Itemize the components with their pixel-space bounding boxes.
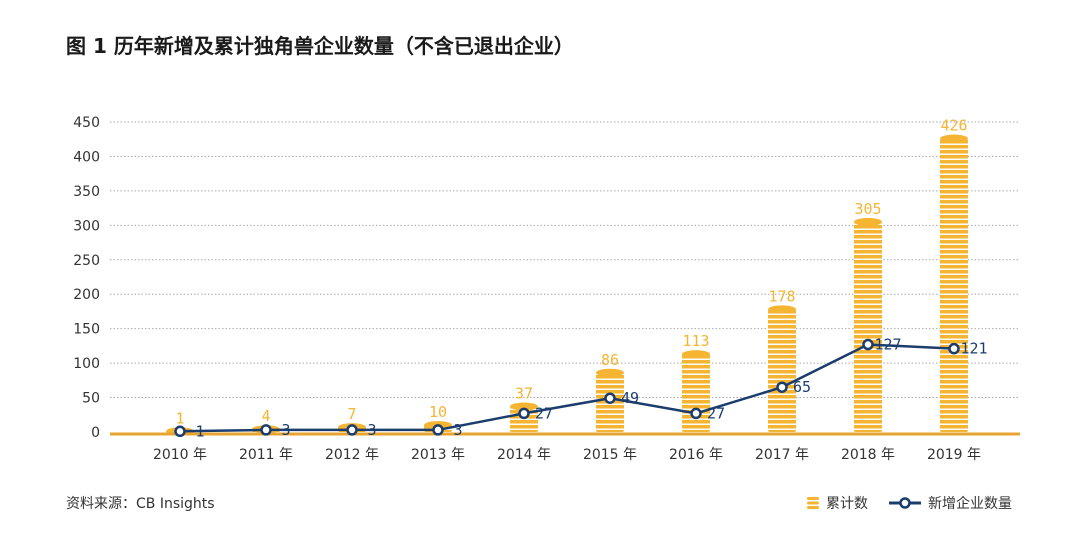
bar-value-label: 10 [429, 403, 447, 421]
x-tick-label: 2013 年 [411, 447, 465, 463]
bar [768, 309, 796, 432]
y-tick-label: 200 [73, 287, 100, 303]
y-tick-label: 150 [73, 322, 100, 338]
line-value-label: 3 [281, 421, 290, 439]
line-series [174, 338, 960, 438]
bar-value-label: 113 [682, 332, 709, 350]
y-tick-label: 250 [73, 253, 100, 269]
bar-value-label: 1 [175, 409, 184, 427]
bar-value-label: 7 [347, 405, 356, 423]
x-tick-label: 2011 年 [239, 447, 293, 463]
x-tick-label: 2019 年 [927, 447, 981, 463]
line-point [260, 424, 272, 436]
x-tick-label: 2010 年 [153, 447, 207, 463]
y-axis-ticks: 0 50 100 150 200 250 300 350 400 450 [73, 115, 100, 441]
line-value-label: 127 [874, 336, 901, 354]
grid-lines [110, 121, 1020, 399]
x-tick-label: 2018 年 [841, 447, 895, 463]
bar [940, 138, 968, 433]
y-tick-label: 400 [73, 149, 100, 165]
x-tick-label: 2017 年 [755, 447, 809, 463]
bar [854, 221, 882, 432]
line-value-label: 3 [367, 421, 376, 439]
x-tick-label: 2015 年 [583, 447, 637, 463]
line-value-label: 65 [793, 378, 811, 396]
line-value-label: 49 [621, 389, 639, 407]
line-path [179, 343, 955, 433]
line-value-label: 27 [535, 404, 553, 422]
bar-value-label: 426 [940, 117, 967, 135]
line-value-label: 27 [707, 404, 725, 422]
y-tick-label: 0 [91, 425, 100, 441]
coin-stack-icon [807, 497, 819, 509]
bar-value-label: 4 [261, 407, 270, 425]
y-tick-label: 450 [73, 115, 100, 131]
line-point [776, 381, 788, 393]
bars [166, 134, 968, 436]
bar-value-label: 86 [601, 351, 619, 369]
line-point [432, 424, 444, 436]
legend-label-line: 新增企业数量 [928, 496, 1012, 512]
legend-item-line: 新增企业数量 [888, 493, 1012, 513]
legend: 累计数 新增企业数量 [806, 493, 1012, 513]
data-labels: 1 4 7 10 37 86 113 178 305 426 1 3 3 3 27 49 27 65 127 121 [175, 117, 987, 441]
line-value-label: 121 [960, 340, 987, 358]
bar-value-label: 37 [515, 385, 533, 403]
line-point [518, 407, 530, 420]
bar-cap [854, 217, 882, 226]
line-point [862, 338, 874, 351]
line-point [346, 424, 358, 436]
line-point [948, 342, 960, 355]
line-point [604, 392, 616, 404]
bar [682, 354, 710, 432]
bar-cap [510, 402, 538, 411]
bar-cap [682, 350, 710, 359]
bar-cap [768, 305, 796, 314]
x-tick-label: 2012 年 [325, 447, 379, 463]
y-tick-label: 350 [73, 184, 100, 200]
bar-value-label: 305 [854, 200, 881, 218]
bar-cap [596, 368, 624, 377]
y-tick-label: 300 [73, 218, 100, 234]
line-value-label: 3 [453, 421, 462, 439]
chart-title: 图 1 历年新增及累计独角兽企业数量（不含已退出企业） [66, 34, 574, 58]
bar-cap [940, 134, 968, 143]
y-tick-label: 50 [82, 391, 100, 407]
line-value-label: 1 [195, 422, 204, 440]
x-axis-ticks: 2010 年 2011 年 2012 年 2013 年 2014 年 2015 年 2016… [153, 447, 981, 463]
bar-value-label: 178 [768, 287, 795, 305]
y-tick-label: 100 [73, 356, 100, 372]
line-marker-icon [889, 497, 921, 509]
line-point [174, 425, 186, 438]
x-tick-label: 2016 年 [669, 447, 723, 463]
legend-item-bar: 累计数 [806, 493, 868, 513]
x-tick-label: 2014 年 [497, 447, 551, 463]
legend-label-bar: 累计数 [826, 496, 868, 512]
source-note: 资料来源：CB Insights [66, 496, 215, 512]
line-point [690, 407, 702, 420]
